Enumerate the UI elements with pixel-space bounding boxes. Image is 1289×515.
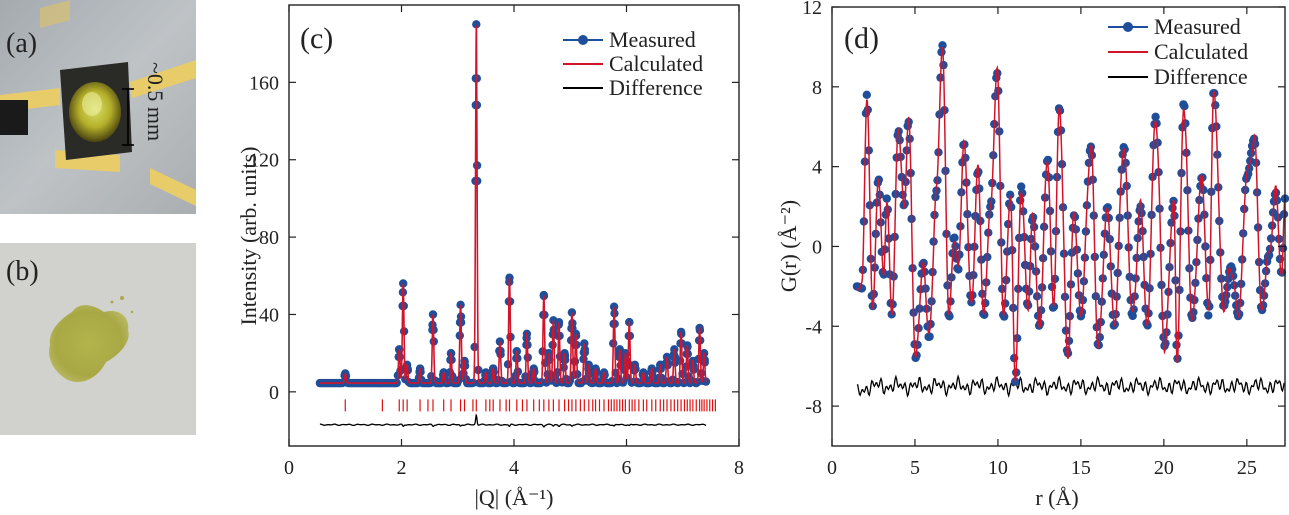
legend-label-calculated: Calculated xyxy=(609,51,703,76)
x-tick-label: 4 xyxy=(509,457,519,479)
measured-point xyxy=(1043,155,1053,165)
legend-label-difference: Difference xyxy=(1154,64,1248,89)
measured-point xyxy=(472,20,481,29)
panel-b-photo: (b) xyxy=(0,243,196,435)
legend-marker-measured xyxy=(578,35,588,45)
y-tick-label: 8 xyxy=(812,77,822,99)
powder-speck xyxy=(120,296,124,300)
bragg-reflection-ticks xyxy=(344,399,716,412)
powder-sample xyxy=(49,305,129,382)
measured-point xyxy=(938,41,947,50)
measured-point xyxy=(1128,311,1137,321)
measured-point xyxy=(1180,102,1189,111)
measured-point xyxy=(456,300,465,309)
y-tick-label: 12 xyxy=(802,0,822,19)
series-calculated xyxy=(319,25,707,384)
legend-label-measured: Measured xyxy=(609,27,696,52)
panel-d-x-axis-title: r (Å) xyxy=(1035,485,1078,510)
panel-d-ticks: 0 5 10 15 20 25 -8 -4 0 4 8 12 xyxy=(802,0,1285,479)
panel-c-data-layer xyxy=(315,20,716,428)
panel-d-chart: 0 5 10 15 20 25 -8 -4 0 4 8 12 (d) r (Å) G(r) (Å⁻²)… xyxy=(776,0,1289,510)
y-tick-label: 80 xyxy=(259,227,279,249)
measured-point xyxy=(554,318,564,327)
y-tick-label: -4 xyxy=(805,316,822,338)
measured-point xyxy=(1228,265,1237,274)
measured-point xyxy=(1136,202,1145,211)
measured-point xyxy=(925,332,934,341)
legend-marker-measured xyxy=(1123,22,1133,32)
x-tick-label: 25 xyxy=(1237,457,1257,479)
panel-c-y-axis-title: Intensity (arb. units) xyxy=(236,146,261,325)
y-tick-label: -8 xyxy=(805,396,822,418)
legend-label-measured: Measured xyxy=(1154,14,1241,39)
x-tick-label: 8 xyxy=(734,457,744,479)
x-tick-label: 20 xyxy=(1154,457,1174,479)
measured-point xyxy=(609,302,619,311)
panel-d-data-layer xyxy=(852,41,1289,398)
gold-contact-wire xyxy=(40,0,70,28)
scale-bar xyxy=(122,88,134,146)
panel-d-axes-frame xyxy=(831,6,1286,447)
y-tick-label: 40 xyxy=(259,304,279,326)
x-tick-label: 10 xyxy=(988,457,1008,479)
measured-point xyxy=(882,194,891,203)
measured-point xyxy=(1151,112,1160,122)
legend-label-calculated: Calculated xyxy=(1154,39,1248,64)
gold-contact-wire xyxy=(150,168,196,206)
measured-point xyxy=(954,265,963,274)
powder-speck xyxy=(130,310,134,314)
panel-c-label: (c) xyxy=(300,22,333,55)
panel-a-photo: ~0.5 mm (a) xyxy=(0,0,196,214)
y-tick-label: 0 xyxy=(812,236,822,258)
x-tick-label: 2 xyxy=(397,457,407,479)
measured-point xyxy=(505,273,514,282)
x-tick-label: 0 xyxy=(284,457,294,479)
measured-point xyxy=(862,90,871,100)
measured-point xyxy=(1204,311,1213,320)
scale-bar-label: ~0.5 mm xyxy=(143,62,168,141)
x-tick-label: 0 xyxy=(827,457,837,479)
measured-point xyxy=(1011,377,1020,386)
series-difference xyxy=(319,413,707,428)
powder-speck xyxy=(110,300,114,304)
measured-point xyxy=(539,290,548,300)
x-tick-label: 15 xyxy=(1071,457,1091,479)
panel-c-x-axis-title: |Q| (Å⁻¹) xyxy=(475,485,554,510)
panel-d-label: (d) xyxy=(844,22,879,55)
y-tick-label: 0 xyxy=(269,382,279,404)
measured-point xyxy=(945,312,954,321)
panel-d-y-axis-title: G(r) (Å⁻²) xyxy=(776,200,801,292)
gold-contact-wire xyxy=(130,60,196,98)
y-tick-label: 160 xyxy=(249,72,279,94)
series-difference xyxy=(856,374,1285,398)
crystal-highlight xyxy=(82,92,102,116)
x-tick-label: 6 xyxy=(622,457,632,479)
legend-label-difference: Difference xyxy=(609,75,703,100)
y-tick-label: 120 xyxy=(249,150,279,172)
x-tick-label: 5 xyxy=(910,457,920,479)
measured-point xyxy=(1049,302,1059,311)
panel-a-label: (a) xyxy=(6,28,37,59)
measured-point xyxy=(399,279,408,288)
y-tick-label: 4 xyxy=(812,157,822,179)
measured-point xyxy=(1017,182,1026,191)
measured-point xyxy=(1006,190,1015,199)
measured-point xyxy=(950,233,959,242)
measured-point xyxy=(1246,148,1256,158)
panel-b-label: (b) xyxy=(6,256,39,287)
dark-pad xyxy=(0,100,28,135)
series-calculated xyxy=(856,46,1286,382)
